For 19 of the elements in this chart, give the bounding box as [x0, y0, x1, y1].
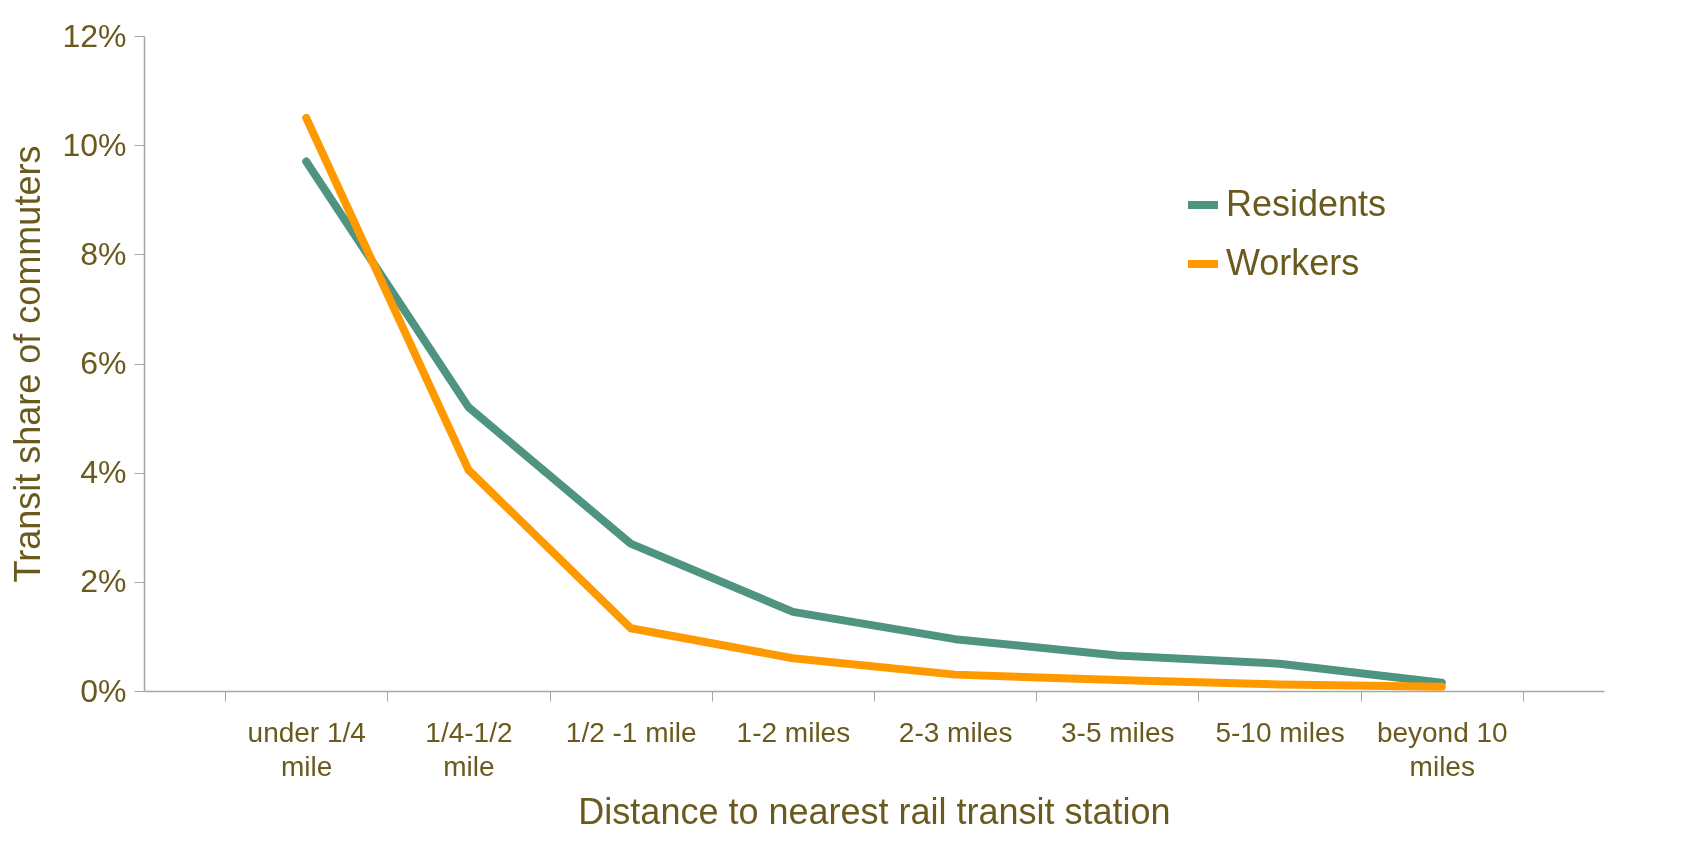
x-tick-label: 1/4-1/2 mile — [425, 716, 513, 782]
x-tick-label: 3-5 miles — [1061, 716, 1175, 748]
y-tick-label: 0% — [80, 672, 127, 709]
x-tick-label: under 1/4 mile — [247, 716, 366, 782]
x-tick-label: beyond 10 miles — [1376, 716, 1508, 782]
x-tick-label: 2-3 miles — [898, 716, 1013, 748]
x-tick-label: 5-10 miles — [1215, 716, 1345, 748]
y-tick-label: 4% — [80, 454, 127, 491]
legend-label: Residents — [1226, 183, 1387, 224]
y-tick-label: 8% — [80, 235, 127, 272]
y-tick-label: 6% — [80, 345, 127, 381]
y-axis-title: Transit share of commuters — [7, 145, 49, 583]
x-tick-label: 1-2 miles — [736, 716, 851, 748]
x-tick-label: 1/2 -1 mile — [565, 716, 697, 748]
y-tick-label: 12% — [62, 17, 127, 54]
x-axis-title: Distance to nearest rail transit station — [578, 790, 1171, 832]
legend-label: Workers — [1226, 242, 1360, 283]
y-tick-label: 10% — [62, 126, 127, 163]
y-tick-label: 2% — [80, 563, 127, 600]
